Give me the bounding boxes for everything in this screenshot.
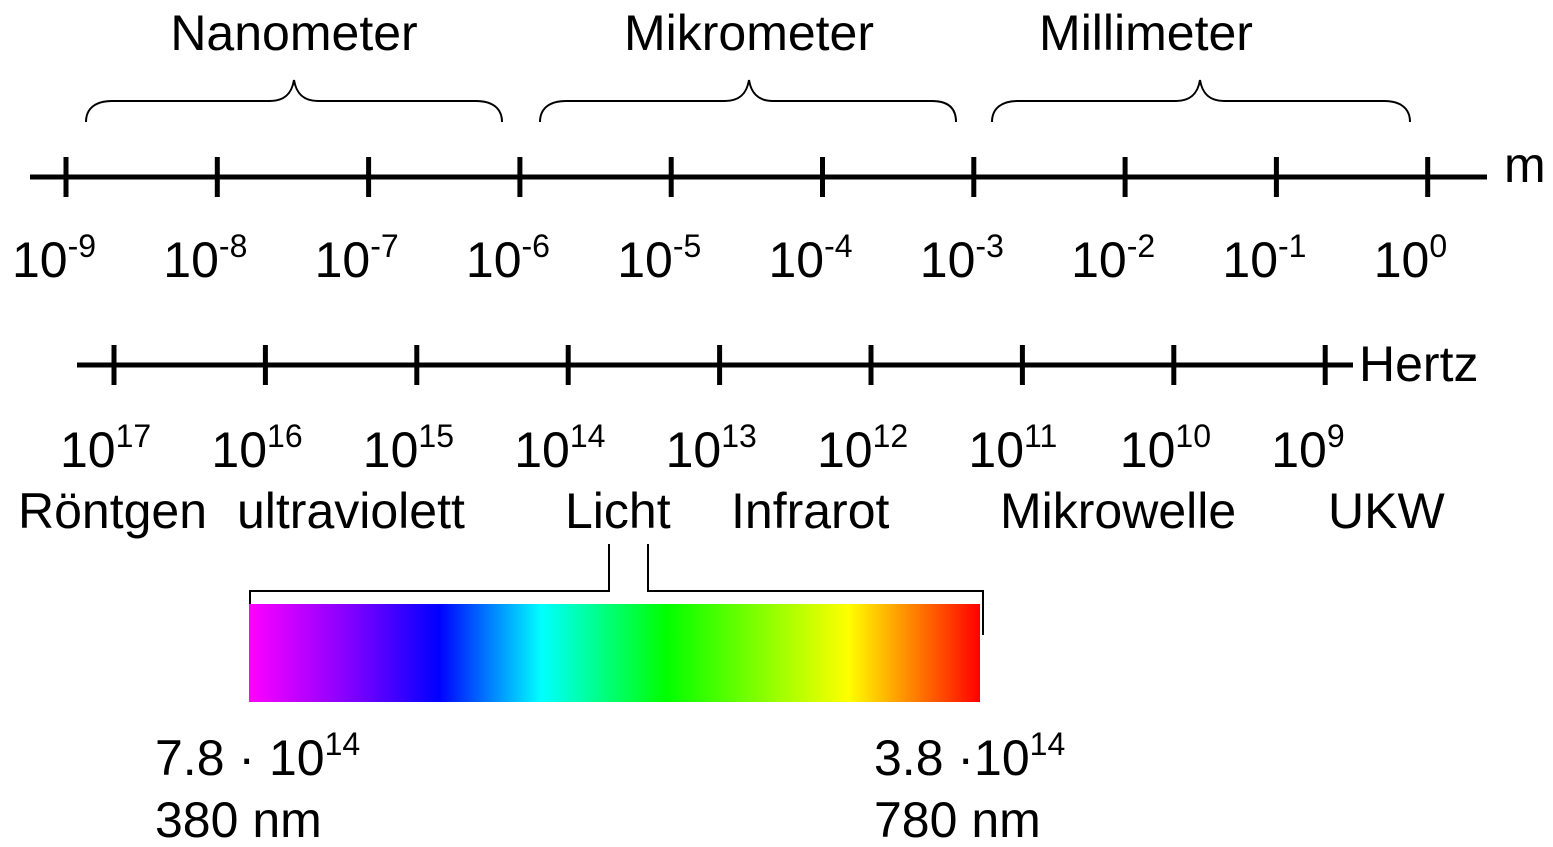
group-braces [85, 79, 1411, 123]
brace-millimeter [991, 79, 1411, 123]
band-label-mikrowelle: Mikrowelle [1000, 483, 1236, 539]
wavelength-tick-label: 10-4 [769, 228, 853, 288]
wavelength-tick-label: 10-5 [617, 228, 701, 288]
group-label-nanometer: Nanometer [170, 5, 417, 61]
frequency-tick-label: 1015 [363, 418, 454, 478]
frequency-tick-label: 1011 [968, 418, 1057, 478]
frequency-tick-label: 109 [1271, 418, 1344, 478]
wavelength-tick-label: 100 [1374, 228, 1447, 288]
wavelength-tick-label: 10-2 [1071, 228, 1155, 288]
frequency-unit: Hertz [1359, 336, 1478, 392]
brace-nanometer [85, 79, 503, 123]
wavelength-tick-label: 10-7 [315, 228, 399, 288]
band-label-licht: Licht [565, 483, 671, 539]
wavelength-tick-label: 10-9 [12, 228, 96, 288]
spectrum-right-wavelength: 780 nm [874, 792, 1041, 842]
frequency-tick-label: 1014 [514, 418, 605, 478]
group-label-millimeter: Millimeter [1039, 5, 1253, 61]
frequency-tick-label: 1012 [817, 418, 908, 478]
spectrum-left-wavelength: 380 nm [155, 792, 322, 842]
frequency-tick-label: 1017 [60, 418, 151, 478]
frequency-ticks [111, 345, 1328, 385]
wavelength-tick-label: 10-1 [1222, 228, 1306, 288]
frequency-tick-label: 1013 [666, 418, 757, 478]
band-label-ultraviolett: ultraviolett [237, 483, 465, 539]
brace-mikrometer [539, 79, 957, 123]
spectrum-left-frequency: 7.8 · 1014 [155, 726, 360, 786]
frequency-tick-labels: 1017 1016 1015 1014 1013 1012 1011 1010 109 [60, 418, 1345, 478]
group-label-mikrometer: Mikrometer [624, 5, 874, 61]
wavelength-tick-label: 10-6 [466, 228, 550, 288]
wavelength-ticks [63, 157, 1431, 197]
wavelength-unit: m [1504, 137, 1546, 193]
visible-spectrum-bar [249, 604, 980, 702]
band-label-ukw: UKW [1328, 483, 1445, 539]
spectrum-right-frequency: 3.8 ·1014 [874, 726, 1065, 786]
wavelength-tick-label: 10-8 [163, 228, 247, 288]
wavelength-tick-label: 10-3 [920, 228, 1004, 288]
frequency-tick-label: 1010 [1120, 418, 1211, 478]
band-label-infrarot: Infrarot [731, 483, 890, 539]
frequency-tick-label: 1016 [211, 418, 302, 478]
band-label-roentgen: Röntgen [18, 483, 207, 539]
wavelength-tick-labels: 10-9 10-8 10-7 10-6 10-5 10-4 10-3 10-2 10-1 100 [12, 228, 1447, 288]
